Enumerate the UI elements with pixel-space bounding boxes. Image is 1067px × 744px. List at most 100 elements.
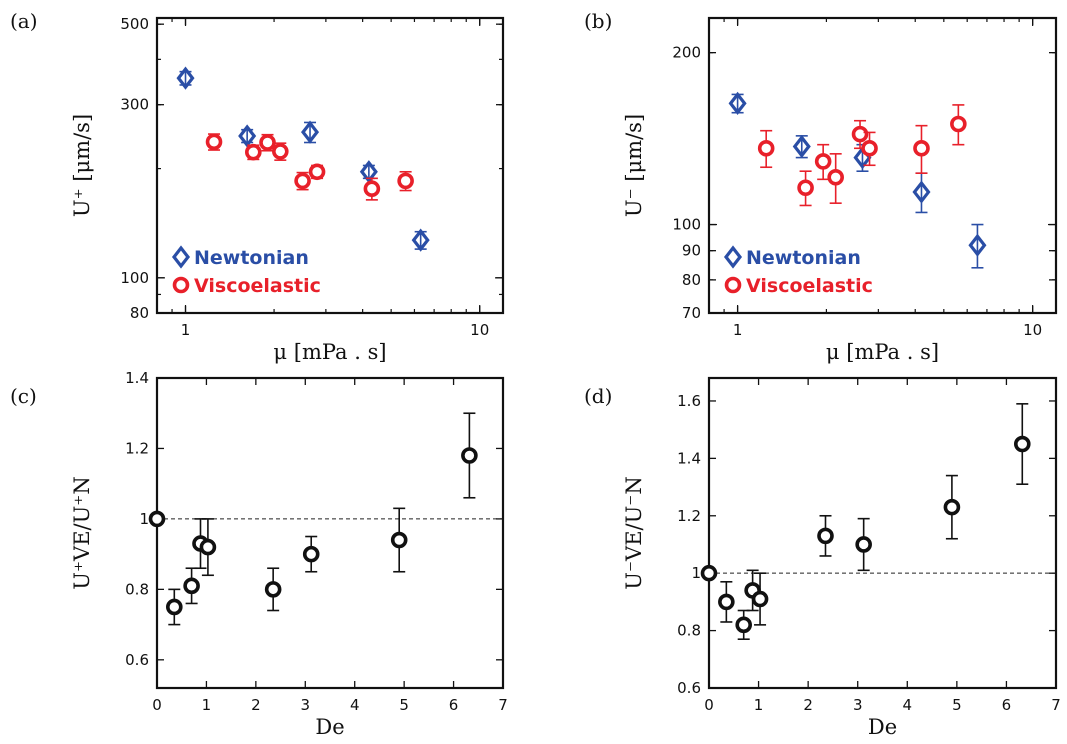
x-axis-title: μ [mPa . s] xyxy=(826,340,939,364)
data-point-circle xyxy=(851,125,869,143)
data-point-diamond xyxy=(792,134,811,159)
data-point-circle xyxy=(751,590,769,608)
x-tick-label: 1 xyxy=(733,321,743,339)
y-tick-label: 90 xyxy=(682,242,701,260)
y-tick-label: 0.8 xyxy=(125,580,149,598)
data-point-circle xyxy=(294,172,311,190)
x-tick-label: 3 xyxy=(853,696,863,714)
y-tick-label: 1.2 xyxy=(677,507,701,525)
y-axis-title: U⁺ [μm/s] xyxy=(70,114,94,217)
y-tick-label: 0.8 xyxy=(677,622,701,640)
y-tick-label: 70 xyxy=(682,304,701,322)
panel-label: (c) xyxy=(10,384,37,408)
data-point-circle xyxy=(950,115,967,133)
y-tick-label: 1.2 xyxy=(125,439,149,457)
plot-frame xyxy=(155,376,505,690)
data-point-circle xyxy=(397,172,414,190)
x-tick-label: 1 xyxy=(202,696,212,714)
series-viscoelastic xyxy=(757,104,967,207)
data-point-circle xyxy=(1013,435,1031,453)
y-tick-label: 1 xyxy=(691,564,701,582)
panel-d: (d) 0 1 2 3 4 5 6 7 0.6 0.8 1 1.2 1.4 1.6 De U⁻VE/U⁻N xyxy=(584,376,1061,739)
data-point-circle xyxy=(264,581,282,598)
data-point-circle xyxy=(814,153,832,170)
data-point-diamond xyxy=(238,124,257,148)
data-point-circle xyxy=(302,545,320,563)
x-tick-label: 2 xyxy=(251,696,261,714)
data-point-diamond xyxy=(912,180,931,204)
x-axis-title: De xyxy=(315,715,344,739)
data-point-circle xyxy=(861,139,878,157)
x-tick-label: 1 xyxy=(181,321,191,339)
y-tick-label: 0.6 xyxy=(677,679,701,697)
legend: Newtonian Viscoelastic xyxy=(723,245,873,297)
x-axis-title: μ [mPa . s] xyxy=(273,340,386,364)
data-point-circle xyxy=(735,616,753,634)
y-axis-title: U⁻ [μm/s] xyxy=(622,114,646,217)
legend-label: Viscoelastic xyxy=(746,275,873,297)
data-point-circle xyxy=(913,139,930,157)
y-tick-label: 80 xyxy=(130,304,149,322)
data-point-circle xyxy=(390,531,408,549)
series-newtonian xyxy=(728,91,987,269)
x-tick-label: 5 xyxy=(399,696,409,714)
data-point-circle xyxy=(205,133,223,151)
panel-label: (a) xyxy=(10,9,38,33)
y-tick-label: 500 xyxy=(120,15,149,33)
y-axis-title: U⁻VE/U⁻N xyxy=(622,476,646,590)
legend-marker-diamond xyxy=(723,245,743,269)
legend-marker-circle xyxy=(172,276,190,294)
data-point-circle xyxy=(827,168,844,186)
y-tick-label: 200 xyxy=(672,44,701,62)
y-tick-label: 1 xyxy=(139,510,149,528)
legend-label: Viscoelastic xyxy=(194,275,321,297)
legend-label: Newtonian xyxy=(746,247,861,269)
panel-b: (b) 1 10 70 80 90 100 200 μ [mPa . s] U⁻ [μm/s] Ne… xyxy=(584,9,1058,364)
y-tick-label: 100 xyxy=(120,269,149,287)
x-tick-label: 6 xyxy=(449,696,459,714)
y-tick-label: 0.6 xyxy=(125,651,149,669)
data-point-circle xyxy=(245,143,262,161)
x-tick-label: 6 xyxy=(1002,696,1012,714)
y-tick-label: 1.6 xyxy=(677,392,701,410)
data-point-diamond xyxy=(968,233,987,257)
y-tick-label: 80 xyxy=(682,271,701,289)
data-point-circle xyxy=(183,577,200,595)
legend-label: Newtonian xyxy=(194,247,309,269)
series-ratio xyxy=(700,403,1031,641)
data-point-diamond xyxy=(728,91,747,115)
data-point-circle xyxy=(166,598,183,616)
x-tick-label: 0 xyxy=(704,696,714,714)
y-tick-label: 100 xyxy=(672,216,701,234)
data-point-circle xyxy=(757,139,775,157)
data-point-circle xyxy=(718,593,735,611)
y-tick-label: 300 xyxy=(120,96,149,114)
data-point-circle xyxy=(855,536,872,553)
panel-label: (b) xyxy=(584,9,612,33)
data-point-circle xyxy=(943,498,961,516)
plot-frame xyxy=(707,376,1058,690)
x-tick-label: 5 xyxy=(952,696,962,714)
data-point-circle xyxy=(148,510,166,528)
x-tick-label: 1 xyxy=(754,696,764,714)
x-tick-label: 10 xyxy=(1023,321,1042,339)
panel-label: (d) xyxy=(584,384,612,408)
data-point-diamond xyxy=(411,228,430,252)
legend-marker-circle xyxy=(724,276,742,294)
data-point-circle xyxy=(272,143,289,160)
y-axis-title: U⁺VE/U⁺N xyxy=(70,476,94,590)
x-tick-label: 3 xyxy=(301,696,311,714)
x-tick-label: 0 xyxy=(152,696,162,714)
series-newtonian xyxy=(176,66,430,252)
x-tick-label: 4 xyxy=(903,696,913,714)
data-point-diamond xyxy=(176,66,195,90)
series-ratio xyxy=(148,412,478,626)
data-point-diamond xyxy=(359,160,378,184)
data-point-circle xyxy=(700,564,718,582)
legend-marker-diamond xyxy=(171,245,191,269)
x-tick-label: 2 xyxy=(803,696,813,714)
x-tick-label: 7 xyxy=(1051,696,1061,714)
plot-frame xyxy=(155,16,505,315)
x-tick-label: 7 xyxy=(498,696,508,714)
